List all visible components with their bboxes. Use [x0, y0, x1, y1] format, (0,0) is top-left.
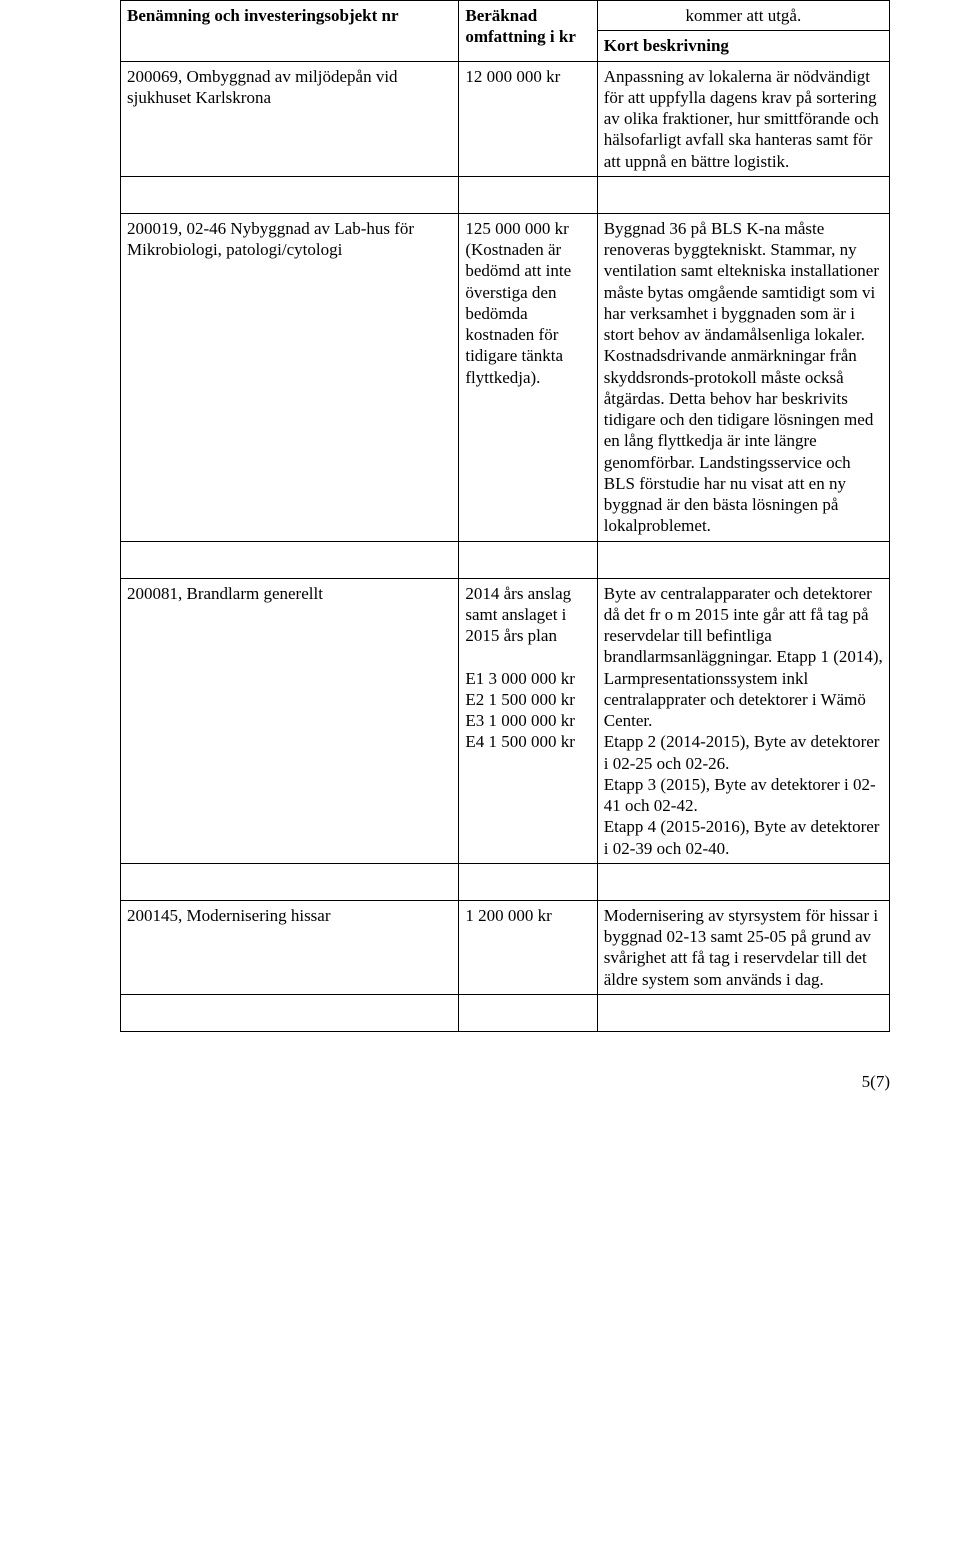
col3-continuation: kommer att utgå.	[597, 1, 889, 31]
cell-amount: 1 200 000 kr	[459, 900, 597, 994]
cell-desc: Byggnad 36 på BLS K-na måste renoveras b…	[597, 213, 889, 541]
table-spacer	[121, 541, 890, 578]
table-spacer	[121, 863, 890, 900]
table-row: 200069, Ombyggnad av miljödepån vid sjuk…	[121, 61, 890, 176]
cell-desc: Modernisering av styrsystem för hissar i…	[597, 900, 889, 994]
col-header-desc: Kort beskrivning	[597, 31, 889, 61]
document-page: Benämning och investeringsobjekt nr Berä…	[0, 0, 960, 1132]
cell-name: 200069, Ombyggnad av miljödepån vid sjuk…	[121, 61, 459, 176]
cell-name: 200019, 02-46 Nybyggnad av Lab-hus för M…	[121, 213, 459, 541]
cell-desc: Byte av centralapparater och detektorer …	[597, 578, 889, 863]
table-spacer	[121, 994, 890, 1031]
col-header-amount: Beräknad omfattning i kr	[459, 1, 597, 62]
table-row: 200081, Brandlarm generellt 2014 års ans…	[121, 578, 890, 863]
table-row: 200145, Modernisering hissar 1 200 000 k…	[121, 900, 890, 994]
cell-name: 200145, Modernisering hissar	[121, 900, 459, 994]
table-spacer	[121, 176, 890, 213]
investment-table: Benämning och investeringsobjekt nr Berä…	[120, 0, 890, 1032]
cell-name: 200081, Brandlarm generellt	[121, 578, 459, 863]
cell-amount: 2014 års anslag samt anslaget i 2015 års…	[459, 578, 597, 863]
table-header-row: Benämning och investeringsobjekt nr Berä…	[121, 1, 890, 31]
page-number: 5(7)	[120, 1072, 890, 1092]
cell-desc: Anpassning av lokalerna är nödvändigt fö…	[597, 61, 889, 176]
col-header-name: Benämning och investeringsobjekt nr	[121, 1, 459, 62]
table-row: 200019, 02-46 Nybyggnad av Lab-hus för M…	[121, 213, 890, 541]
cell-amount: 12 000 000 kr	[459, 61, 597, 176]
cell-amount: 125 000 000 kr (Kostnaden är bedömd att …	[459, 213, 597, 541]
